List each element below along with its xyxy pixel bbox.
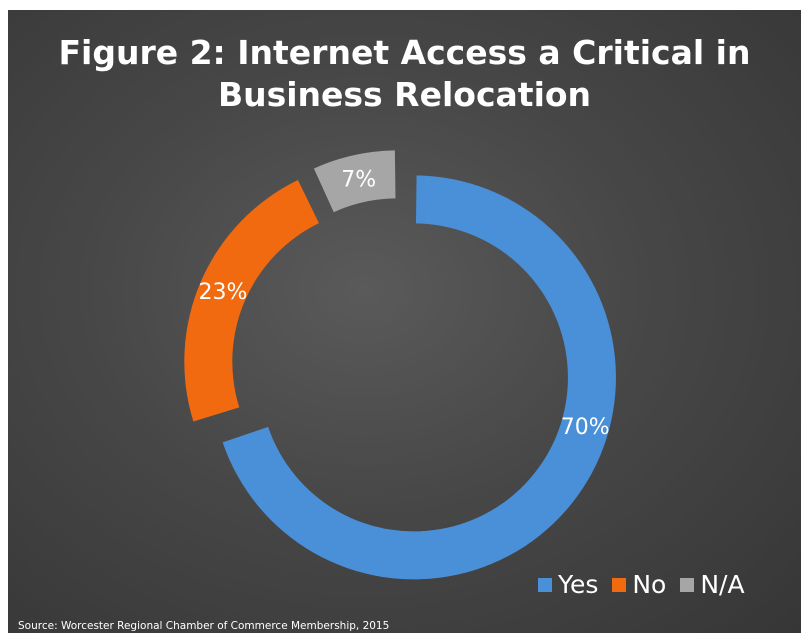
slice-n-a [313,150,396,213]
data-label-no: 23% [199,280,248,305]
legend-label: N/A [700,570,745,599]
legend-label: No [632,570,667,599]
legend-swatch [612,577,627,592]
legend: Yes No N/A [538,570,745,599]
legend-label: Yes [558,570,599,599]
chart-title: Figure 2: Internet Access a Critical in … [8,32,801,116]
chart-title-line-1: Figure 2: Internet Access a Critical in [58,33,751,72]
source-note: Source: Worcester Regional Chamber of Co… [18,620,390,632]
data-label-yes: 70% [561,415,610,440]
data-label-n-a: 7% [341,168,376,193]
chart-title-line-2: Business Relocation [217,75,592,114]
chart-area: Figure 2: Internet Access a Critical in … [8,10,801,633]
slice-no [184,180,319,422]
donut-chart: 70% 23% 7% [184,150,616,580]
legend-swatch [538,577,552,592]
legend-item-yes: Yes [538,570,598,599]
legend-swatch [680,577,695,592]
legend-item-n-a: N/A [680,570,745,599]
legend-item-no: No [612,570,666,599]
